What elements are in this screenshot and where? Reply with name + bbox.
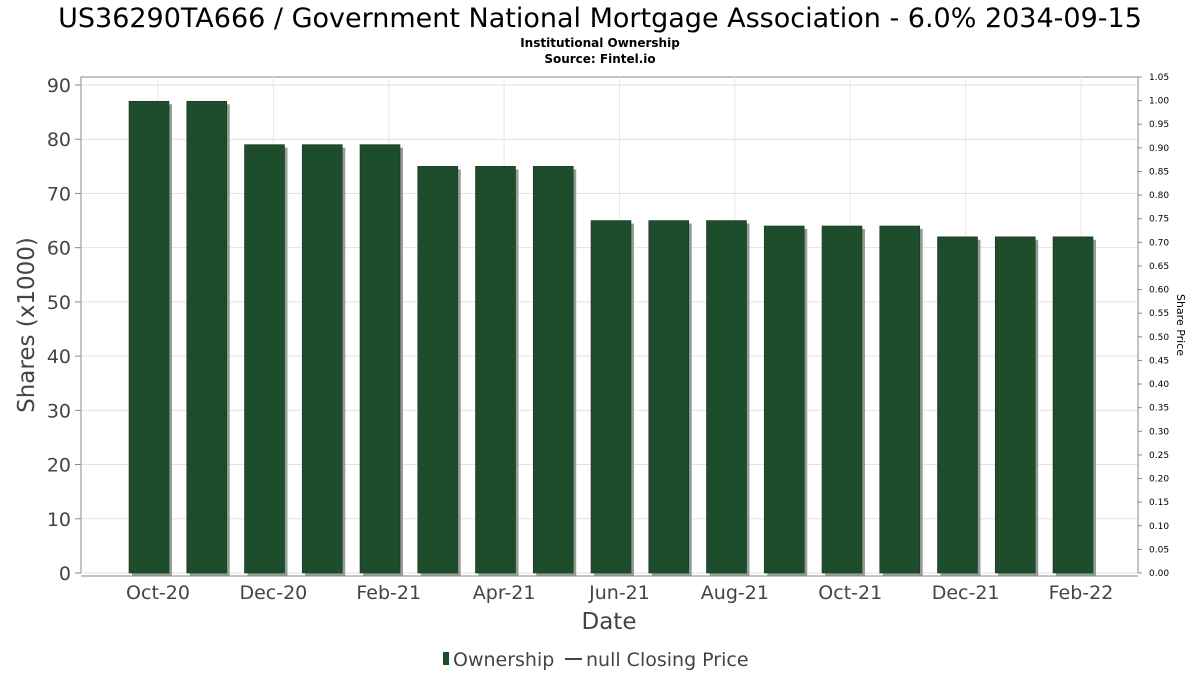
legend-ownership-swatch <box>443 652 449 665</box>
x-tick-label: Oct-21 <box>818 582 882 604</box>
y-tick-label: 60 <box>47 238 71 260</box>
y-tick-label: 0 <box>59 563 71 585</box>
x-tick-label: Feb-21 <box>356 582 421 604</box>
y-tick-label: 50 <box>47 292 71 314</box>
y-axis-ticks: 0 10 20 30 40 50 60 70 80 90 <box>47 75 81 585</box>
x-tick-label: Apr-21 <box>473 582 536 604</box>
bar <box>1052 236 1094 574</box>
bar <box>417 166 459 574</box>
y2-tick-label: 0.70 <box>1149 238 1169 248</box>
y-tick-label: 10 <box>47 509 71 531</box>
y2-tick-label: 0.50 <box>1149 333 1169 343</box>
y-tick-label: 40 <box>47 346 71 368</box>
bar <box>994 236 1036 574</box>
y2-tick-label: 0.85 <box>1149 167 1169 177</box>
x-tick-label: Dec-20 <box>239 582 307 604</box>
y2-tick-label: 0.65 <box>1149 262 1169 272</box>
bar <box>128 100 170 574</box>
bar <box>590 220 632 574</box>
y2-tick-label: 0.90 <box>1149 144 1169 154</box>
bar <box>301 144 343 574</box>
bar <box>648 220 690 574</box>
y2-tick-label: 0.10 <box>1149 522 1169 532</box>
y2-tick-label: 0.40 <box>1149 380 1169 390</box>
y2-axis-ticks: 0.00 0.05 0.10 0.15 0.20 0.25 0.30 0.35 0.40 0.45… <box>1138 73 1169 579</box>
y2-tick-label: 1.05 <box>1149 73 1169 83</box>
y-axis-label: Shares (x1000) <box>14 237 40 413</box>
y2-tick-label: 0.95 <box>1149 120 1169 130</box>
chart-source: Source: Fintel.io <box>544 52 655 66</box>
y2-tick-label: 0.80 <box>1149 191 1169 201</box>
bar <box>879 225 921 574</box>
x-axis-label: Date <box>582 609 637 635</box>
bar <box>821 225 863 574</box>
y2-tick-label: 0.05 <box>1149 545 1169 555</box>
y2-tick-label: 0.30 <box>1149 427 1169 437</box>
x-tick-label: Aug-21 <box>701 582 769 604</box>
y2-tick-label: 0.55 <box>1149 309 1169 319</box>
bar <box>937 236 978 574</box>
y2-tick-label: 0.20 <box>1149 475 1169 485</box>
y2-tick-label: 0.35 <box>1149 404 1169 414</box>
y2-axis-label: Share Price <box>1174 294 1187 356</box>
bars-group <box>128 100 1096 577</box>
chart-subtitle: Institutional Ownership <box>520 36 680 50</box>
x-tick-label: Jun-21 <box>588 582 650 604</box>
y-tick-label: 30 <box>47 400 71 422</box>
legend-ownership-label: Ownership <box>453 649 554 671</box>
bar <box>706 220 747 574</box>
bar <box>763 225 805 574</box>
y2-tick-label: 0.15 <box>1149 498 1169 508</box>
y-tick-label: 70 <box>47 183 71 205</box>
y2-tick-label: 0.75 <box>1149 215 1169 225</box>
y-tick-label: 90 <box>47 75 71 97</box>
y-tick-label: 80 <box>47 129 71 151</box>
x-axis-ticks: Oct-20 Dec-20 Feb-21 Apr-21 Jun-21 Aug-21 Oct-… <box>126 582 1113 604</box>
legend-price-label: null Closing Price <box>586 649 749 671</box>
y2-tick-label: 0.25 <box>1149 451 1169 461</box>
bar <box>532 166 574 574</box>
x-tick-label: Dec-21 <box>932 582 1000 604</box>
y2-tick-label: 1.00 <box>1149 97 1169 107</box>
y2-tick-label: 0.45 <box>1149 356 1169 366</box>
y-tick-label: 20 <box>47 455 71 477</box>
y2-tick-label: 0.60 <box>1149 286 1169 296</box>
bar <box>475 166 516 574</box>
bar <box>359 144 401 574</box>
x-tick-label: Feb-22 <box>1049 582 1114 604</box>
legend: Ownership null Closing Price <box>443 649 749 671</box>
x-tick-label: Oct-20 <box>126 582 190 604</box>
bar <box>244 144 285 574</box>
y2-tick-label: 0.00 <box>1149 569 1169 579</box>
chart-title: US36290TA666 / Government National Mortg… <box>58 3 1142 34</box>
bar <box>186 100 228 574</box>
